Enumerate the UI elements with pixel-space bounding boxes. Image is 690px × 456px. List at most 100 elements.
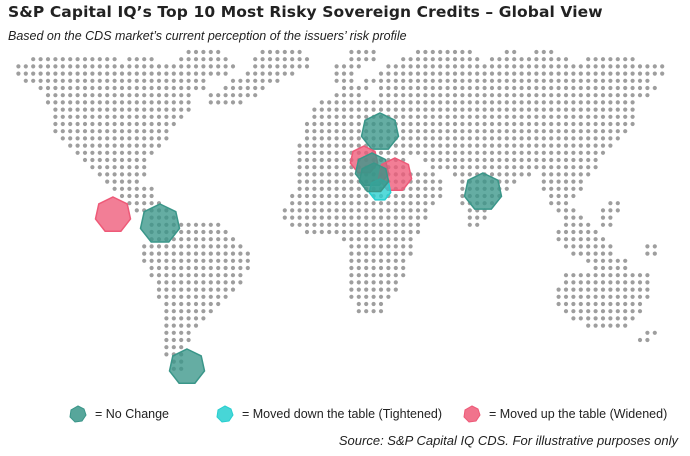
map-dot [90, 85, 95, 91]
map-dot [112, 129, 117, 134]
map-dot [475, 143, 480, 148]
map-dot [608, 143, 613, 148]
map-dot [482, 143, 487, 148]
map-dot [556, 186, 561, 191]
map-dot [134, 165, 139, 170]
map-dot [571, 93, 576, 98]
map-dot [45, 93, 51, 98]
map-dot [489, 136, 495, 141]
map-dot [193, 49, 199, 55]
map-dot [297, 49, 302, 55]
map-dot [615, 301, 620, 307]
map-dot [341, 85, 347, 91]
map-dot [378, 309, 384, 314]
map-dot [253, 64, 258, 69]
map-dot [297, 193, 302, 199]
map-dot [600, 215, 606, 220]
map-dot [430, 143, 435, 148]
map-dot [112, 71, 117, 76]
map-dot [438, 85, 443, 91]
map-dot [386, 229, 391, 235]
map-dot [386, 294, 391, 299]
map-dot [356, 309, 361, 314]
map-dot [482, 100, 487, 105]
map-dot [467, 64, 472, 69]
map-dot [563, 143, 569, 148]
risk-marker-ukraine [360, 112, 400, 150]
map-dot [645, 330, 650, 335]
map-dot [393, 251, 398, 256]
map-dot [371, 237, 376, 242]
map-dot [193, 222, 199, 227]
map-dot [319, 150, 324, 155]
map-dot [230, 273, 236, 278]
map-dot [637, 280, 643, 285]
legend-no-change-label: = No Change [95, 407, 170, 421]
map-dot [134, 201, 139, 206]
map-dot [334, 179, 339, 184]
map-dot [497, 78, 502, 83]
map-dot [334, 143, 339, 148]
map-dot [526, 129, 532, 134]
map-dot [356, 215, 361, 220]
map-dot [504, 121, 509, 127]
map-dot [534, 136, 539, 141]
map-dot [45, 64, 51, 69]
map-dot [593, 244, 598, 249]
map-dot [201, 64, 206, 69]
map-dot [304, 186, 310, 191]
map-dot [423, 150, 428, 155]
map-dot [364, 258, 369, 263]
map-dot [504, 186, 509, 191]
map-dot [386, 93, 391, 98]
map-dot [267, 71, 273, 76]
map-dot [475, 71, 480, 76]
map-dot [164, 273, 169, 278]
map-dot [467, 57, 472, 62]
map-dot [637, 273, 643, 278]
map-dot [571, 208, 576, 213]
map-dot [445, 143, 450, 148]
map-dot [401, 150, 406, 155]
map-dot [615, 208, 620, 213]
map-dot [253, 71, 258, 76]
map-dot [519, 114, 524, 119]
map-dot [193, 316, 199, 321]
map-dot [467, 121, 472, 127]
map-dot [371, 280, 376, 285]
map-dot [608, 78, 613, 83]
map-dot [423, 114, 428, 119]
map-dot [216, 237, 221, 242]
map-dot [364, 294, 369, 299]
map-dot [327, 193, 332, 199]
map-dot [193, 57, 199, 62]
map-dot [290, 193, 295, 199]
map-dot [571, 215, 576, 220]
map-dot [623, 100, 628, 105]
map-dot [245, 93, 250, 98]
map-dot [171, 71, 176, 76]
map-dot [475, 114, 480, 119]
map-dot [467, 172, 472, 177]
map-dot [297, 201, 302, 206]
map-dot [452, 114, 458, 119]
map-dot [475, 121, 480, 127]
map-dot [201, 301, 206, 307]
map-dot [504, 85, 509, 91]
map-dot [282, 208, 287, 213]
map-dot [504, 64, 509, 69]
map-dot [630, 316, 635, 321]
map-dot [149, 129, 154, 134]
map-dot [415, 229, 421, 235]
map-dot [401, 201, 406, 206]
map-dot [482, 85, 487, 91]
map-dot [608, 57, 613, 62]
map-dot [445, 64, 450, 69]
map-dot [97, 93, 102, 98]
map-dot [60, 78, 65, 83]
map-dot [349, 172, 354, 177]
map-dot [186, 287, 191, 292]
map-dot [119, 193, 125, 199]
map-dot [134, 179, 139, 184]
map-dot [297, 208, 302, 213]
